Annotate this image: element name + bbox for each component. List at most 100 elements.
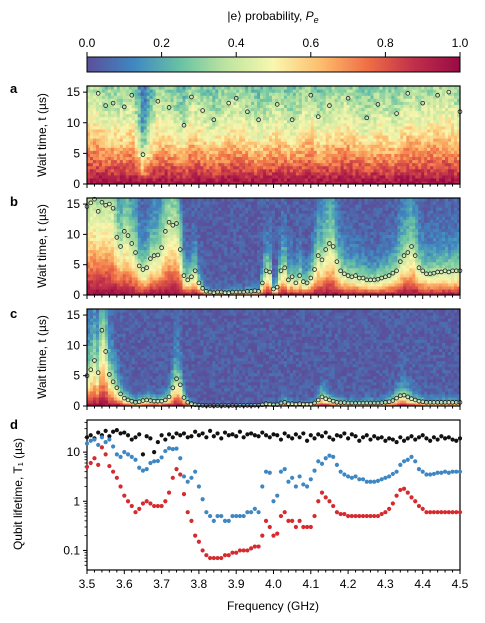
heatmap-cell [257,110,261,115]
heatmap-cell [227,92,231,96]
heatmap-cell [224,128,228,133]
heatmap-cell [101,252,106,257]
heatmap-cell [128,252,133,257]
heatmap-cell [382,153,386,158]
heatmap-cell [242,86,246,90]
heatmap-cell [125,180,130,184]
heatmap-cell [155,231,160,235]
heatmap-cell [400,153,404,158]
heatmap-cell [89,171,94,176]
heatmap-cell [433,153,437,158]
overlay-point [233,95,239,101]
heatmap-cell [131,116,136,121]
heatmap-cell [188,177,193,182]
heatmap-cell [131,107,136,112]
heatmap-cell [337,159,342,164]
heatmap-cell [98,222,103,226]
heatmap-cell [128,125,133,130]
heatmap-cell [164,180,169,184]
heatmap-cell [131,101,136,105]
heatmap-cell [298,159,303,164]
heatmap-cell [110,150,115,154]
heatmap-cell [131,125,136,130]
heatmap-cell [340,107,345,112]
heatmap-cell [173,122,178,127]
heatmap-cell [274,162,279,167]
heatmap-cell [140,240,145,245]
heatmap-cell [125,255,130,260]
heatmap-cell [87,282,91,287]
heatmap-cell [107,86,112,90]
heatmap-cell [430,177,434,182]
heatmap-cell [233,101,237,105]
heatmap-cell [87,177,91,182]
heatmap-cell [280,119,285,124]
heatmap-cell [113,131,118,136]
heatmap-cell [119,89,124,93]
heatmap-cell [316,150,321,154]
heatmap-cell [280,153,285,158]
heatmap-cell [221,159,225,164]
heatmap-cell [283,116,288,121]
heatmap-cell [98,258,103,263]
heatmap-cell [269,104,273,109]
heatmap-cell [218,162,222,167]
heatmap-cell [92,237,97,242]
heatmap-cell [122,131,127,136]
heatmap-cell [445,86,449,90]
heatmap-cell [400,98,404,102]
heatmap-cell [209,110,213,115]
heatmap-cell [409,159,413,164]
heatmap-cell [92,261,97,266]
heatmap-cell [445,89,449,93]
heatmap-cell [454,162,458,167]
heatmap-cell [274,113,279,118]
heatmap-cell [203,101,207,105]
heatmap-cell [424,153,428,158]
heatmap-cell [89,252,94,257]
heatmap-cell [364,162,369,167]
heatmap-cell [146,153,151,158]
overlay-point [446,89,452,95]
heatmap-cell [361,89,366,93]
heatmap-cell [439,107,443,112]
heatmap-cell [325,153,330,158]
heatmap-cell [454,104,458,109]
heatmap-cell [98,174,103,179]
heatmap-cell [87,95,91,99]
heatmap-cell [209,122,213,127]
heatmap-cell [424,110,428,115]
heatmap-cell [221,135,225,139]
heatmap-cell [379,131,384,136]
heatmap-cell [104,270,109,275]
heatmap-cell [110,237,115,242]
heatmap-cell [355,138,360,142]
heatmap-cell [110,177,115,182]
heatmap-cell [101,95,106,99]
heatmap-cell [331,128,336,133]
heatmap-cell [170,156,175,161]
heatmap-cell [119,237,124,242]
heatmap-cell [89,165,94,170]
heatmap-cell [200,95,204,99]
heatmap-cell [164,240,169,245]
heatmap-cell [110,228,115,232]
heatmap-cell [379,171,384,176]
heatmap-cell [107,267,112,272]
heatmap-cell [254,180,258,184]
heatmap-cell [137,270,142,275]
heatmap-cell [430,107,434,112]
heatmap-cell [304,122,309,127]
heatmap-cell [248,92,252,96]
heatmap-cell [295,162,300,167]
heatmap-cell [412,95,416,99]
heatmap-cell [254,107,258,112]
heatmap-cell [116,216,121,220]
heatmap-cell [269,101,273,105]
heatmap-cell [143,201,148,205]
heatmap-cell [95,249,100,254]
heatmap-cell [119,95,124,99]
heatmap-cell [134,110,139,115]
heatmap-cell [110,285,115,290]
heatmap-cell [263,135,267,139]
